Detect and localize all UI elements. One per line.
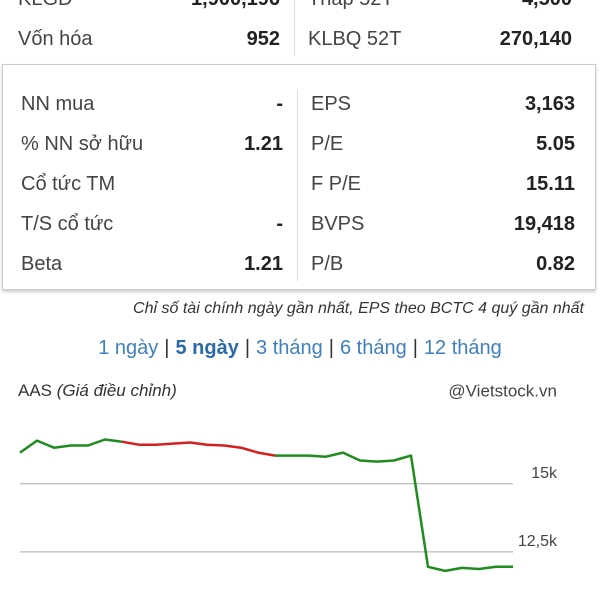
- chart-source: @Vietstock.vn: [448, 381, 557, 400]
- period-option[interactable]: 12 tháng: [423, 337, 502, 359]
- cell-label: KLBQ 52T: [308, 28, 402, 50]
- table-row: Cổ tức TM F P/E 15.11: [3, 165, 600, 205]
- cell-value: 19,418: [513, 213, 575, 235]
- table-row: % NN sở hữu 1.21 P/E 5.05: [3, 125, 600, 165]
- period-selector: 1 ngày | 5 ngày | 3 tháng | 6 tháng | 12 tháng: [0, 337, 600, 360]
- cell-label: EPS: [311, 93, 352, 115]
- stats-box: NN mua - EPS 3,163 % NN sở hữu 1.21 P/E 5.05 Cổ …: [2, 64, 596, 290]
- price-line: [19, 438, 513, 573]
- cell-value: 1.21: [244, 133, 283, 155]
- cell-value: 270,140: [499, 28, 572, 50]
- separator: |: [244, 337, 251, 359]
- cell-value: 1.21: [244, 253, 283, 275]
- cell-label: T/S cổ tức: [21, 213, 114, 235]
- column-divider: [297, 89, 298, 281]
- cell-label: BVPS: [311, 213, 365, 235]
- table-row: Vốn hóa 952 KLBQ 52T 270,140: [0, 20, 600, 60]
- cell-label: KLGD: [18, 0, 72, 11]
- price-line: [121, 440, 276, 457]
- chart-title: AAS: [18, 381, 52, 400]
- chart: AAS (Giá điều chỉnh) @Vietstock.vn 15k 12…: [18, 381, 558, 573]
- period-option[interactable]: 3 tháng: [256, 337, 323, 359]
- cell-label: Beta: [21, 253, 63, 275]
- cell-value: 4,500: [522, 0, 572, 11]
- cell-value: -: [276, 213, 283, 235]
- period-option[interactable]: 6 tháng: [339, 337, 407, 359]
- cell-label: P/E: [311, 133, 344, 155]
- period-option[interactable]: 5 ngày: [175, 337, 239, 359]
- table-row: Beta 1.21 P/B 0.82: [3, 245, 600, 285]
- cell-label: Cổ tức TM: [21, 173, 116, 195]
- chart-title: AAS (Giá điều chỉnh): [18, 381, 177, 400]
- cell-value: 5.05: [536, 133, 575, 155]
- cell-value: 952: [246, 28, 280, 50]
- table-row: T/S cổ tức - BVPS 19,418: [3, 205, 600, 245]
- cell-label: % NN sở hữu: [21, 133, 144, 155]
- cell-label: F P/E: [311, 173, 362, 195]
- separator: |: [328, 337, 334, 359]
- chart-subtitle: (Giá điều chỉnh): [57, 381, 177, 400]
- y-tick-label: 12,5k: [518, 533, 558, 550]
- cell-value: -: [276, 93, 283, 115]
- period-option[interactable]: 1 ngày: [98, 337, 159, 359]
- cell-label: NN mua: [21, 93, 95, 115]
- separator: |: [412, 337, 418, 359]
- cell-value: 1,900,196: [191, 0, 280, 11]
- cell-label: P/B: [311, 253, 344, 275]
- y-tick-label: 15k: [531, 465, 558, 482]
- note: Chỉ số tài chính ngày gần nhất, EPS theo…: [133, 300, 584, 317]
- cell-label: Vốn hóa: [18, 28, 93, 50]
- cell-value: 0.82: [536, 253, 575, 275]
- table-row: KLGD 1,900,196 Thấp 52T 4,500: [0, 0, 600, 20]
- separator: |: [164, 337, 170, 359]
- cell-value: 3,163: [524, 93, 575, 115]
- cell-label: Thấp 52T: [308, 0, 394, 11]
- column-divider: [294, 0, 295, 56]
- cell-value: 15.11: [526, 173, 575, 195]
- table-row: NN mua - EPS 3,163: [3, 85, 600, 125]
